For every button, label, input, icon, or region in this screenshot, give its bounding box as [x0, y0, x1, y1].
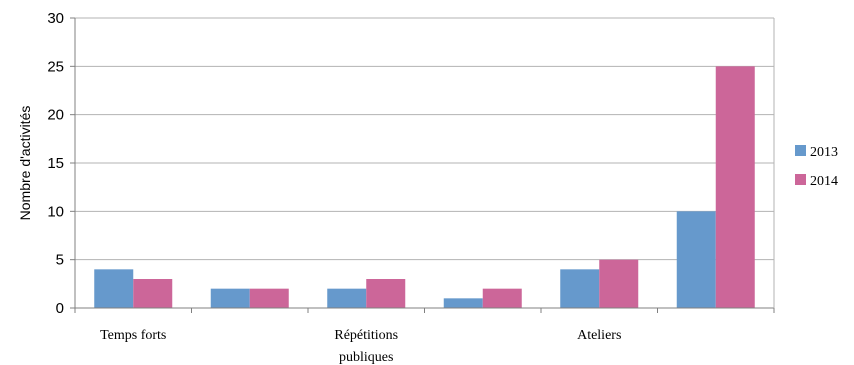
- bar-2013: [676, 211, 716, 308]
- bar-2013: [327, 288, 367, 308]
- bar-2013: [560, 269, 600, 308]
- bar-2013: [443, 298, 483, 308]
- bar-2014: [133, 279, 173, 308]
- bars: [94, 66, 755, 308]
- bar-2013: [94, 269, 134, 308]
- y-tick-label: 0: [56, 300, 64, 317]
- x-category-label: Ateliers: [577, 328, 621, 343]
- y-axis-label: Nombre d'activités: [17, 106, 33, 221]
- y-tick-label: 10: [47, 203, 64, 220]
- bar-2014: [482, 288, 522, 308]
- x-category-label: Temps forts: [100, 328, 166, 343]
- y-tick-label: 15: [47, 155, 64, 172]
- bar-2014: [599, 259, 639, 308]
- bar-2014: [249, 288, 289, 308]
- y-tick-label: 20: [47, 107, 64, 124]
- legend-swatch: [795, 174, 806, 185]
- legend-label: 2014: [810, 174, 838, 189]
- legend-label: 2013: [810, 145, 838, 160]
- gridlines: [75, 17, 774, 261]
- y-tick-label: 25: [47, 58, 64, 75]
- y-tick-label: 5: [56, 252, 64, 269]
- bar-2013: [210, 288, 250, 308]
- y-axis-ticks: 0 5 10 15 20 25 30: [47, 10, 75, 317]
- legend-swatch: [795, 145, 806, 156]
- x-category-label: Répétitions publiques: [334, 328, 398, 365]
- bar-2014: [715, 66, 755, 308]
- bar-2014: [366, 279, 406, 308]
- legend: 2013 2014: [795, 145, 838, 189]
- axes: [74, 18, 775, 313]
- y-tick-label: 30: [47, 10, 64, 27]
- x-axis-labels: Temps forts Répétitions publiques Ateliers: [100, 328, 621, 365]
